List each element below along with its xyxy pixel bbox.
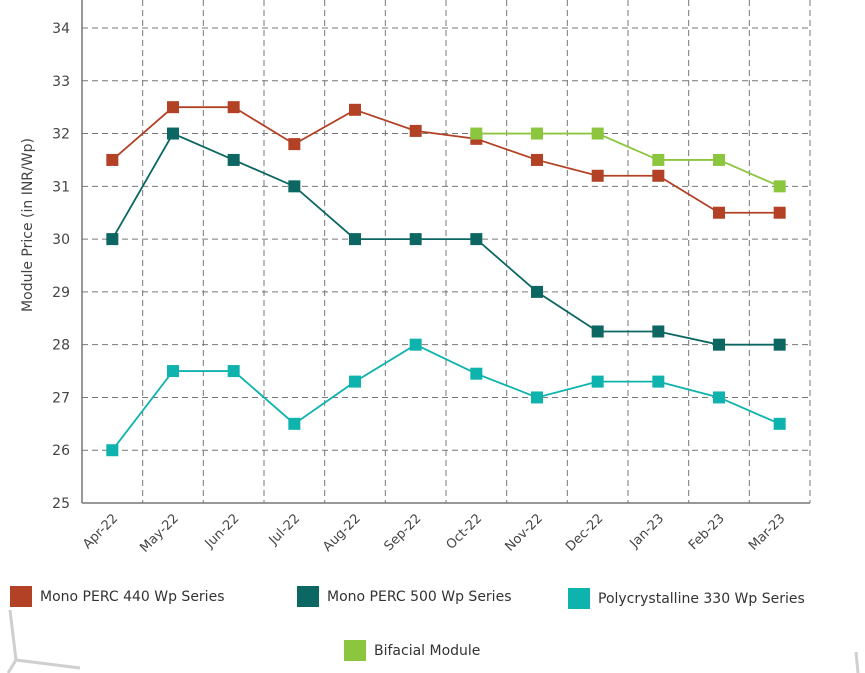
- grid: [82, 0, 811, 503]
- legend-label: Mono PERC 440 Wp Series: [40, 588, 225, 605]
- data-point: [227, 101, 240, 114]
- y-tick-label: 32: [52, 127, 70, 143]
- data-point: [591, 169, 604, 182]
- x-tick-label: Jan-23: [627, 511, 668, 552]
- legend-swatch: [568, 588, 590, 609]
- data-point: [106, 153, 119, 166]
- data-point: [531, 127, 543, 140]
- data-point: [227, 153, 240, 166]
- x-tick-label: Feb-23: [686, 511, 728, 553]
- x-tick-label: Dec-22: [563, 511, 606, 554]
- x-tick-label: Nov-22: [503, 511, 546, 554]
- axes: 25 26 27 28 29 30 31 32 33 34 Apr-22 May-22 Jun-22 Ju…: [52, 0, 810, 556]
- legend-swatch: [344, 640, 366, 661]
- legend-item: Bifacial Module: [344, 640, 480, 661]
- series-line: [111, 106, 780, 214]
- y-tick-label: 26: [52, 443, 70, 459]
- series: [106, 101, 786, 457]
- series-bifacial-module: [470, 127, 786, 193]
- x-tick-label: Oct-22: [444, 511, 486, 553]
- x-tick-label: May-22: [137, 511, 181, 555]
- data-point: [470, 367, 483, 380]
- data-point: [652, 153, 665, 166]
- data-point: [531, 153, 543, 166]
- y-axis-label: Module Price (in INR/Wp): [20, 138, 36, 312]
- series-mono-perc-440-wp-series: [106, 101, 786, 219]
- data-point: [531, 285, 543, 298]
- legend-swatch: [297, 586, 319, 607]
- data-point: [591, 325, 604, 338]
- data-point: [349, 233, 361, 246]
- data-point: [713, 153, 725, 166]
- legend-item: Mono PERC 500 Wp Series: [297, 586, 511, 607]
- legend-swatch: [10, 586, 32, 607]
- y-tick-label: 29: [52, 285, 70, 301]
- y-tick-label: 33: [52, 74, 70, 90]
- legend-item: Mono PERC 440 Wp Series: [10, 586, 224, 607]
- data-point: [227, 365, 240, 378]
- series-line: [111, 343, 781, 451]
- y-tick-label: 34: [52, 21, 70, 37]
- series-polycrystalline-330-wp-series: [106, 338, 786, 457]
- data-point: [713, 338, 725, 351]
- data-point: [167, 365, 179, 378]
- data-point: [288, 138, 301, 151]
- data-point: [349, 103, 361, 116]
- data-point: [349, 375, 361, 388]
- data-point: [531, 391, 543, 404]
- series-mono-perc-500-wp-series: [106, 127, 786, 351]
- data-point: [591, 127, 604, 140]
- series-line: [476, 132, 781, 188]
- windmill-decoration: [6, 609, 860, 673]
- x-tick-label: Mar-23: [746, 511, 788, 553]
- data-point: [470, 233, 483, 246]
- data-point: [409, 233, 422, 246]
- y-tick-label: 30: [52, 232, 70, 248]
- data-point: [288, 417, 301, 430]
- data-point: [106, 444, 119, 457]
- x-tick-label: Jul-22: [266, 511, 303, 548]
- x-tick-label: Apr-22: [80, 511, 121, 552]
- data-point: [773, 206, 786, 219]
- data-point: [773, 180, 786, 193]
- y-tick-label: 28: [52, 338, 70, 354]
- data-point: [713, 391, 725, 404]
- data-point: [106, 233, 119, 246]
- legend-label: Polycrystalline 330 Wp Series: [598, 590, 805, 607]
- data-point: [773, 338, 786, 351]
- legend-label: Mono PERC 500 Wp Series: [327, 588, 512, 605]
- data-point: [713, 206, 725, 219]
- x-tick-label: Jun-22: [202, 511, 243, 552]
- data-point: [773, 417, 786, 430]
- x-tick-label: Aug-22: [320, 511, 364, 555]
- data-point: [167, 127, 179, 140]
- data-point: [652, 169, 665, 182]
- data-point: [591, 375, 604, 388]
- data-point: [652, 375, 665, 388]
- legend-item: Polycrystalline 330 Wp Series: [568, 588, 805, 609]
- y-tick-label: 27: [52, 390, 70, 406]
- data-point: [652, 325, 665, 338]
- legend-label: Bifacial Module: [374, 642, 481, 659]
- data-point: [409, 124, 422, 137]
- y-tick-label: 25: [52, 496, 70, 512]
- data-point: [409, 338, 422, 351]
- y-tick-label: 31: [52, 179, 70, 195]
- x-tick-label: Sep-22: [382, 511, 425, 554]
- data-point: [288, 180, 301, 193]
- data-point: [167, 101, 179, 114]
- data-point: [470, 127, 483, 140]
- series-line: [111, 132, 780, 346]
